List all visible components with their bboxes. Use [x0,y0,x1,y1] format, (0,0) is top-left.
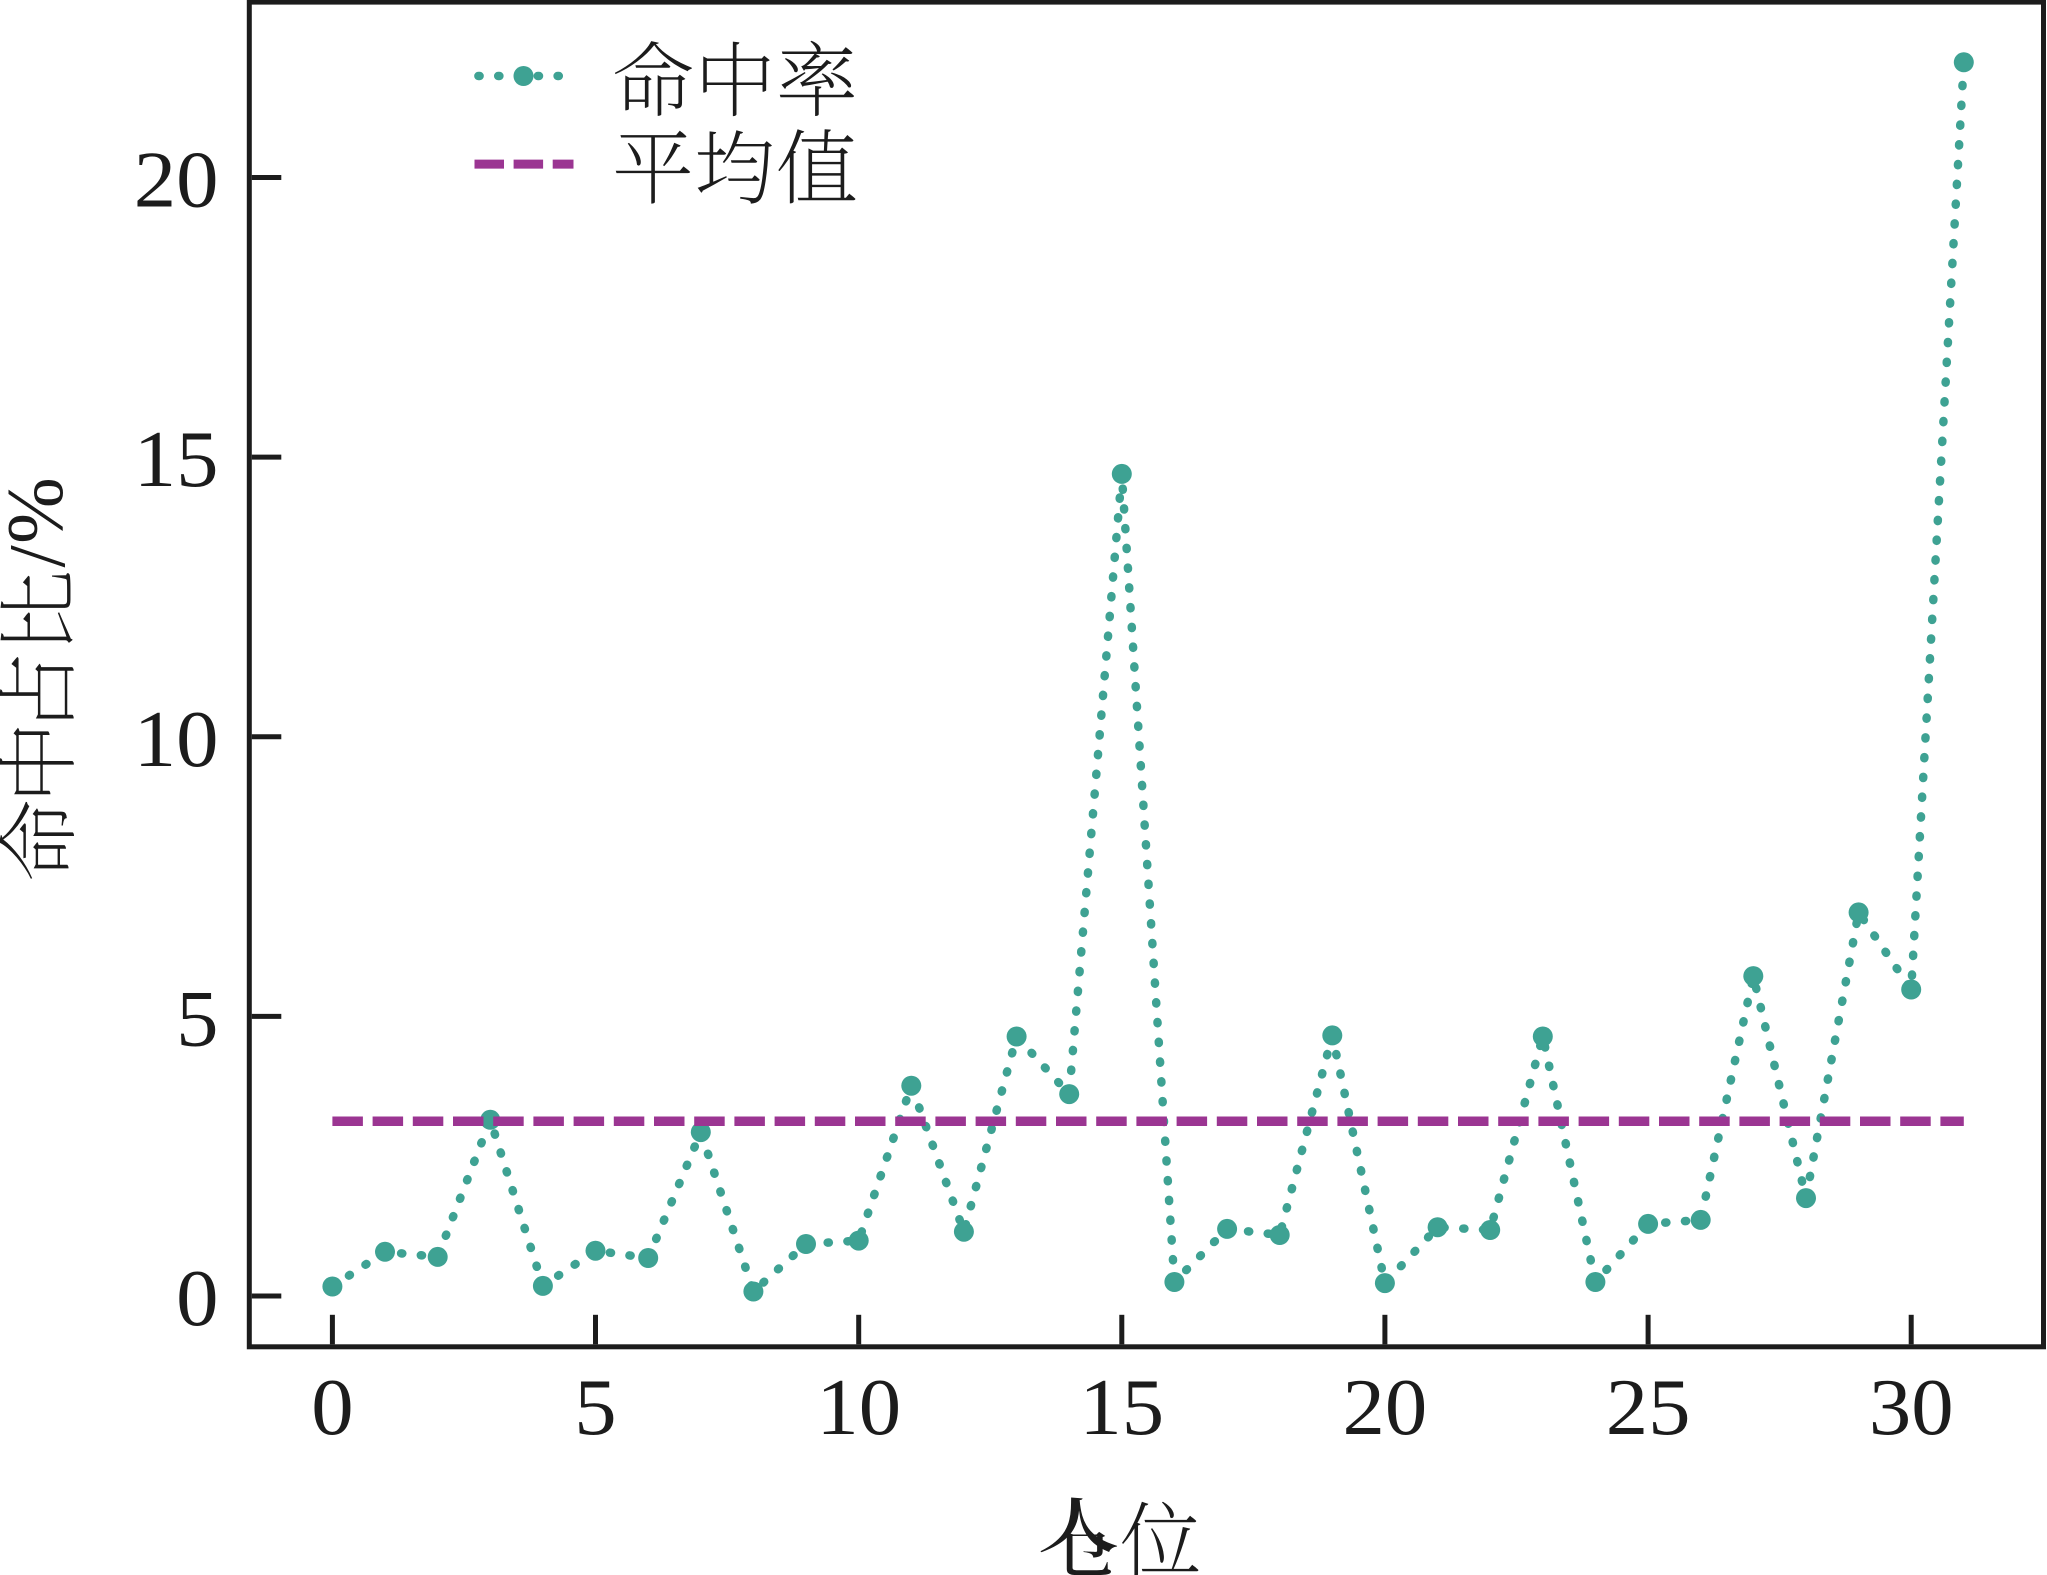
svg-text:15: 15 [134,415,219,503]
svg-text:0: 0 [176,1254,218,1342]
svg-text:20: 20 [134,136,219,224]
svg-text:/: / [0,545,82,568]
svg-text:25: 25 [1606,1363,1691,1451]
svg-text:5: 5 [574,1363,616,1451]
svg-text:30: 30 [1869,1363,1954,1451]
svg-text:10: 10 [134,695,219,783]
svg-text:%: % [0,477,80,544]
svg-text:20: 20 [1343,1363,1428,1451]
svg-text:5: 5 [176,975,218,1063]
svg-text:15: 15 [1079,1363,1164,1451]
svg-text:0: 0 [311,1363,353,1451]
svg-text:10: 10 [816,1363,901,1451]
